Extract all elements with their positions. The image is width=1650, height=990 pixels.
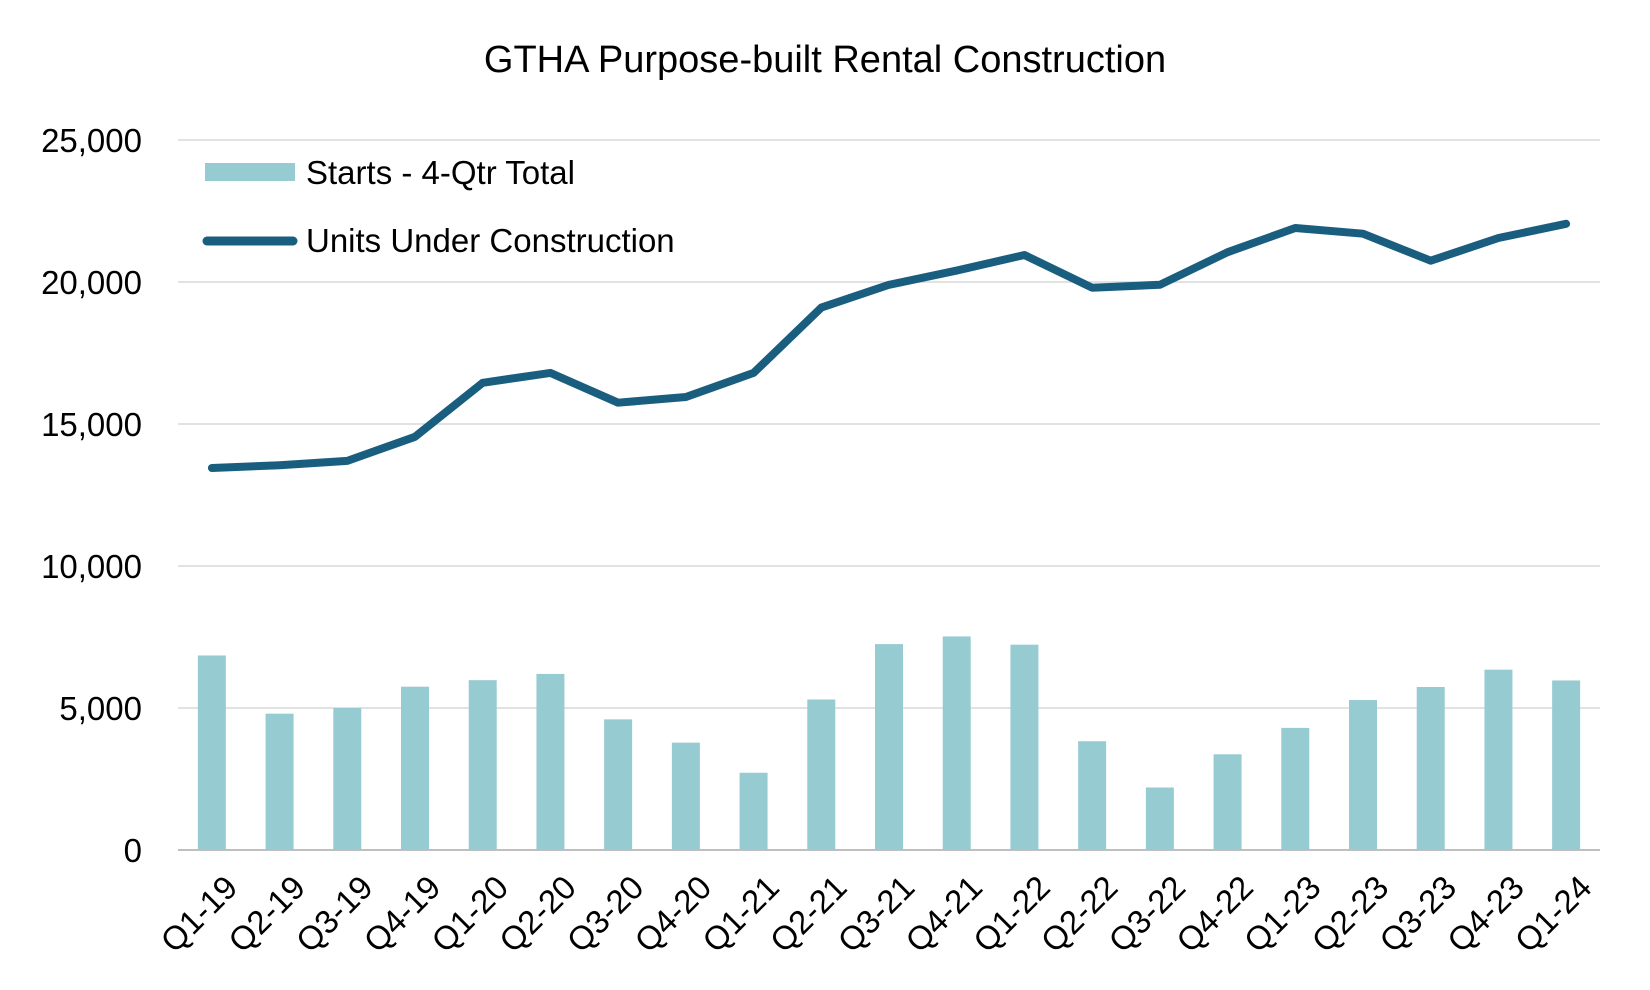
- x-tick-label: Q4-21: [898, 868, 989, 959]
- bar-Q1-20: [468, 680, 497, 850]
- x-tick-label: Q2-20: [492, 868, 583, 959]
- legend-swatch-starts: [205, 163, 295, 181]
- x-tick-label: Q4-23: [1440, 868, 1531, 959]
- x-tick-label: Q3-22: [1101, 868, 1192, 959]
- line-units-under-construction: [207, 219, 1571, 472]
- x-tick-label: Q4-20: [627, 868, 718, 959]
- x-tick-label: Q3-21: [830, 868, 921, 959]
- y-tick-label: 5,000: [59, 690, 142, 727]
- y-tick-label: 10,000: [41, 548, 142, 585]
- x-tick-label: Q1-22: [966, 868, 1057, 959]
- x-tick-label: Q2-21: [763, 868, 854, 959]
- legend-label-starts: Starts - 4-Qtr Total: [306, 154, 575, 191]
- bar-Q2-20: [536, 673, 565, 850]
- y-axis-tick-labels: 0 5,000 10,000 15,000 20,000 25,000: [41, 122, 142, 869]
- x-tick-label: Q1-19: [153, 868, 244, 959]
- x-tick-label: Q1-20: [424, 868, 515, 959]
- bar-Q3-20: [604, 719, 633, 850]
- bar-Q4-22: [1213, 754, 1242, 850]
- bar-Q3-21: [875, 644, 903, 850]
- bar-Q1-19: [197, 655, 226, 850]
- x-tick-label: Q1-23: [1237, 868, 1328, 959]
- bar-Q2-19: [265, 713, 294, 850]
- y-tick-label: 25,000: [41, 122, 142, 159]
- legend: Starts - 4-Qtr Total Units Under Constru…: [202, 154, 675, 259]
- x-tick-label: Q3-23: [1372, 868, 1463, 959]
- x-axis-tick-labels: Q1-19Q2-19Q3-19Q4-19Q1-20Q2-20Q3-20Q4-20…: [153, 868, 1598, 959]
- y-tick-label: 15,000: [41, 406, 142, 443]
- bar-Q4-20: [671, 742, 700, 850]
- legend-label-units-under-construction: Units Under Construction: [306, 222, 675, 259]
- bar-Q3-23: [1416, 686, 1445, 850]
- bar-Q2-23: [1349, 700, 1377, 850]
- bar-Q1-22: [1010, 644, 1039, 850]
- y-tick-label: 0: [124, 832, 142, 869]
- x-tick-label: Q4-19: [356, 868, 447, 959]
- chart-title: GTHA Purpose-built Rental Construction: [484, 39, 1166, 81]
- y-tick-label: 20,000: [41, 264, 142, 301]
- bar-Q4-23: [1484, 669, 1513, 850]
- bars-series: [197, 636, 1581, 850]
- x-tick-label: Q1-24: [1508, 868, 1599, 959]
- bar-Q2-22: [1078, 741, 1107, 850]
- line-series: [207, 219, 1571, 472]
- bar-Q2-21: [807, 699, 836, 850]
- bar-Q1-23: [1281, 727, 1310, 850]
- bar-Q3-19: [333, 708, 362, 850]
- x-tick-label: Q2-19: [221, 868, 312, 959]
- bar-Q4-19: [401, 686, 429, 850]
- bar-Q1-21: [739, 772, 768, 850]
- x-tick-label: Q3-19: [289, 868, 380, 959]
- x-tick-label: Q4-22: [1169, 868, 1260, 959]
- bar-Q4-21: [942, 636, 971, 850]
- x-tick-label: Q3-20: [560, 868, 651, 959]
- x-tick-label: Q1-21: [695, 868, 786, 959]
- bar-Q1-24: [1552, 680, 1581, 850]
- x-tick-label: Q2-23: [1304, 868, 1395, 959]
- x-tick-label: Q2-22: [1034, 868, 1125, 959]
- bar-Q3-22: [1145, 787, 1174, 850]
